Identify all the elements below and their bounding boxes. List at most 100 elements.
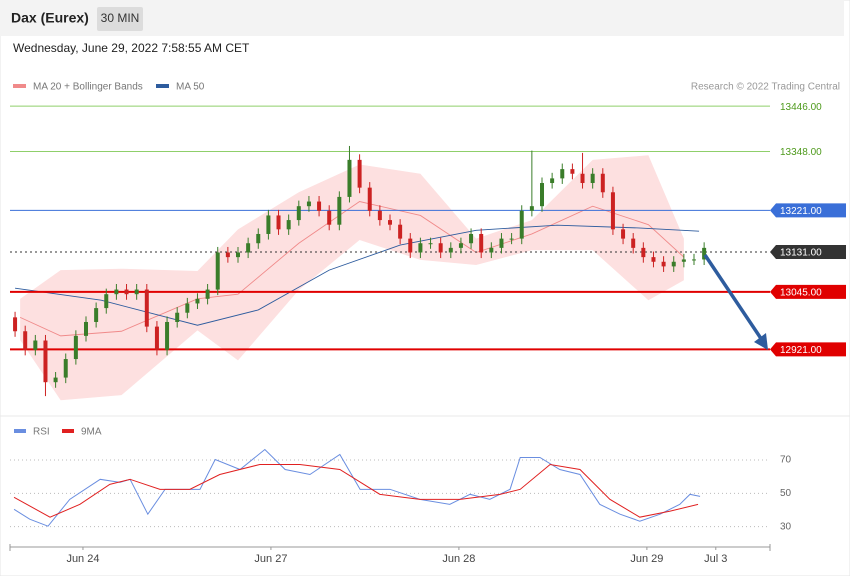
legend-label: MA 20 + Bollinger Bands: [33, 82, 143, 93]
level-tag: [770, 203, 846, 218]
candle-body: [458, 243, 463, 248]
candle-body: [651, 257, 656, 262]
candle-body: [33, 340, 38, 350]
candle-body: [570, 169, 575, 174]
candle-body: [185, 303, 190, 313]
forecast-arrow: [703, 254, 764, 341]
candle-body: [53, 377, 58, 383]
candle-body: [408, 238, 413, 253]
candle-body: [84, 321, 88, 336]
candle-body: [600, 173, 605, 193]
y-tick-label: 30: [780, 521, 792, 532]
level-label: 13221.00: [780, 206, 822, 217]
candle-body: [317, 201, 322, 211]
candle-body: [489, 247, 494, 253]
candle-body: [469, 233, 474, 244]
candle-body: [23, 331, 28, 350]
candle-body: [590, 173, 595, 184]
candle-body: [296, 206, 301, 221]
level-label: 13348.00: [780, 147, 822, 158]
level-tag: [770, 245, 846, 260]
x-tick-label: Jun 29: [630, 553, 663, 565]
candle-body: [195, 298, 200, 304]
candle-body: [529, 206, 534, 211]
candle-body: [388, 220, 392, 225]
y-tick-label: 70: [780, 455, 792, 466]
candle-body: [94, 308, 99, 322]
candle-body: [398, 224, 403, 239]
candle-body: [428, 243, 433, 245]
legend-swatch: [14, 429, 26, 433]
x-tick-label: Jun 28: [442, 553, 475, 565]
candle-body: [610, 192, 615, 230]
level-label: 13131.00: [780, 248, 822, 259]
level-tag: [770, 284, 846, 299]
candle-body: [540, 183, 544, 207]
candle-body: [63, 359, 68, 378]
candle-body: [418, 243, 423, 253]
legend-swatch: [13, 84, 26, 88]
candle-body: [377, 210, 382, 221]
instrument-title: Dax (Eurex): [11, 10, 89, 26]
legend-label: 9MA: [81, 427, 102, 438]
candle-body: [499, 238, 504, 248]
candle-body: [73, 335, 78, 360]
interval-label[interactable]: 30 MIN: [101, 11, 140, 25]
candle-body: [702, 247, 707, 260]
candle-body: [621, 229, 626, 239]
candle-body: [175, 312, 180, 322]
candle-body: [337, 196, 342, 225]
legend-label: MA 50: [176, 82, 205, 93]
ma-line: [19, 201, 685, 337]
candle-body: [236, 252, 240, 258]
candle-body: [286, 220, 291, 230]
candle-body: [205, 289, 210, 299]
candle-body: [347, 159, 352, 197]
y-tick-label: 50: [780, 488, 792, 499]
level-tag: [770, 342, 846, 357]
candle-body: [580, 173, 585, 184]
candle-body: [13, 317, 18, 332]
candle-body: [215, 252, 220, 290]
x-tick-label: Jul 3: [704, 553, 727, 565]
credit: Research © 2022 Trading Central: [691, 82, 840, 93]
candle-body: [357, 159, 362, 188]
candle-body: [631, 238, 636, 248]
candle-body: [681, 259, 686, 262]
candle-body: [276, 215, 281, 230]
rsi-line: [13, 463, 699, 518]
candle-body: [479, 233, 484, 253]
candle-body: [104, 294, 109, 309]
bollinger-band: [20, 155, 684, 401]
candle-body: [256, 233, 261, 244]
candle-body: [43, 340, 48, 383]
candle-body: [266, 215, 271, 234]
level-label: 13045.00: [780, 288, 822, 299]
candle-body: [509, 238, 514, 240]
legend-swatch: [156, 84, 169, 88]
legend-label: RSI: [33, 427, 50, 438]
level-label: 12921.00: [780, 345, 822, 356]
candle-body: [448, 247, 453, 253]
candle-body: [306, 201, 311, 207]
candle-body: [661, 261, 666, 267]
candle-body: [114, 289, 119, 295]
candle-body: [671, 261, 676, 267]
forecast-arrow-head: [754, 333, 768, 350]
candle-body: [246, 243, 251, 253]
timestamp: Wednesday, June 29, 2022 7:58:55 AM CET: [13, 41, 250, 55]
interval-pill[interactable]: [97, 7, 143, 31]
candle-body: [327, 210, 332, 225]
candle-body: [438, 243, 443, 253]
candle-body: [225, 252, 230, 258]
x-tick-label: Jun 24: [66, 553, 99, 565]
candle-body: [165, 321, 170, 350]
candle-body: [154, 326, 159, 350]
candle-body: [550, 178, 555, 184]
level-label: 13446.00: [780, 102, 822, 113]
candle-body: [692, 259, 696, 261]
candle-body: [124, 289, 129, 295]
x-tick-label: Jun 27: [254, 553, 287, 565]
candle-body: [134, 289, 139, 295]
